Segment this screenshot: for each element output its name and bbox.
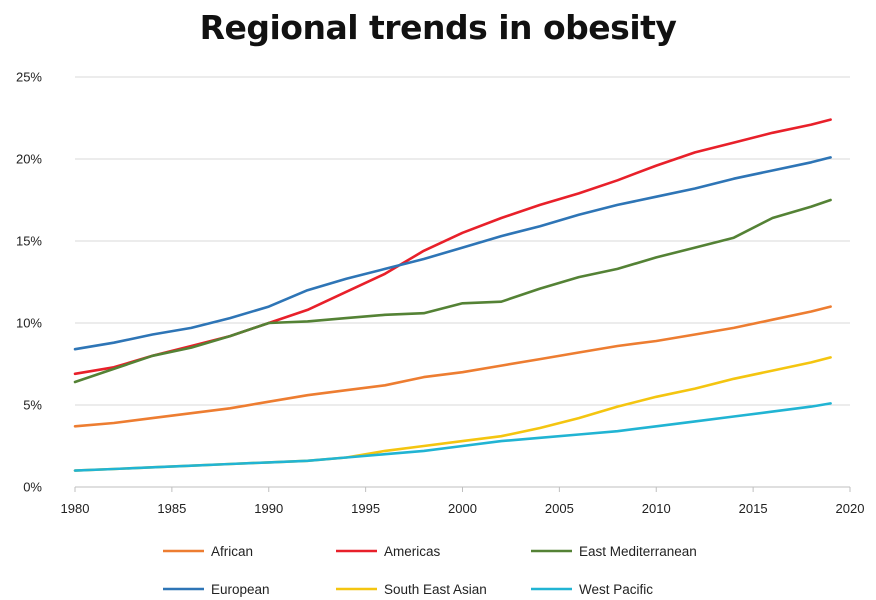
legend-label: African: [211, 544, 253, 559]
x-tick-label: 2005: [545, 501, 574, 516]
x-tick-label: 1990: [254, 501, 283, 516]
legend-item: African: [163, 544, 253, 559]
series-line-americas: [73, 118, 832, 376]
x-tick-label: 2020: [836, 501, 865, 516]
legend: African Americas East Mediterranean Europea…: [163, 544, 697, 597]
legend-item: European: [163, 582, 270, 597]
y-tick-label: 20%: [16, 152, 42, 167]
x-tick-label: 1985: [157, 501, 186, 516]
gridlines: [75, 76, 850, 488]
y-tick-label: 25%: [16, 70, 42, 85]
y-tick-label: 10%: [16, 316, 42, 331]
legend-label: West Pacific: [579, 582, 653, 597]
legend-label: European: [211, 582, 270, 597]
series-lines: [73, 118, 832, 472]
axes: 0% 5% 10% 15% 20% 25% 1980 1985 1990 1995 2000 2005…: [16, 70, 864, 517]
y-tick-label: 15%: [16, 234, 42, 249]
x-tick-label: 2010: [642, 501, 671, 516]
y-tick-label: 5%: [23, 398, 42, 413]
chart-title: Regional trends in obesity: [199, 8, 677, 47]
x-tick-label: 1995: [351, 501, 380, 516]
legend-item: West Pacific: [531, 582, 653, 597]
x-tick-label: 1980: [61, 501, 90, 516]
legend-item: South East Asian: [336, 582, 487, 597]
series-line-west-pacific: [73, 402, 832, 472]
x-tick-label: 2015: [739, 501, 768, 516]
legend-label: East Mediterranean: [579, 544, 697, 559]
series-line-european: [73, 156, 832, 351]
y-tick-label: 0%: [23, 480, 42, 495]
legend-label: Americas: [384, 544, 441, 559]
x-tick-label: 2000: [448, 501, 477, 516]
series-line-african: [73, 305, 832, 428]
legend-label: South East Asian: [384, 582, 487, 597]
series-line-east-mediterranean: [73, 198, 832, 384]
legend-item: East Mediterranean: [531, 544, 697, 559]
legend-item: Americas: [336, 544, 441, 559]
